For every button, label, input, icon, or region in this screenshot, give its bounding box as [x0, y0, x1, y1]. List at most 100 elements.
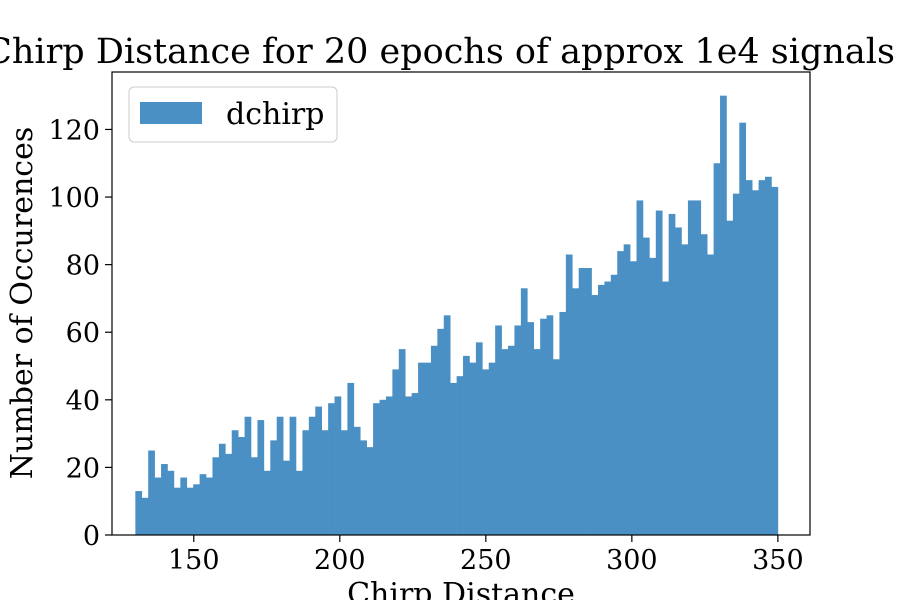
- histogram-bar: [180, 477, 188, 535]
- histogram-bar: [270, 440, 278, 535]
- histogram-bar: [765, 176, 772, 535]
- histogram-bar: [585, 268, 592, 535]
- histogram-bar: [495, 325, 502, 535]
- histogram-bar: [302, 430, 310, 535]
- histogram-bar: [360, 440, 367, 535]
- y-axis-ticks: 0 20 40 60 80 100 120: [48, 115, 112, 552]
- histogram-bar: [546, 315, 554, 535]
- histogram-bar: [617, 251, 624, 535]
- histogram-bar: [553, 359, 560, 535]
- histogram-bar: [488, 362, 496, 535]
- chart-title: Chirp Distance for 20 epochs of approx 1…: [0, 32, 895, 72]
- histogram-bar: [745, 180, 753, 535]
- histogram-bar: [610, 274, 618, 535]
- histogram-bar: [141, 497, 149, 535]
- histogram-bar: [732, 193, 740, 535]
- histogram-bar: [135, 491, 143, 535]
- histogram-bar: [218, 443, 226, 535]
- histogram-bar: [225, 453, 233, 535]
- x-tick-label: 200: [314, 545, 366, 576]
- y-tick-label: 20: [66, 453, 100, 484]
- histogram-bar: [276, 416, 284, 535]
- plot-area-frame: [111, 71, 811, 536]
- histogram-bar: [514, 325, 522, 535]
- histogram-bar: [578, 268, 586, 535]
- histogram-bar: [340, 430, 348, 535]
- histogram-bar: [726, 220, 734, 535]
- histogram-bar: [623, 244, 631, 536]
- histogram-bar: [520, 288, 528, 535]
- histogram-bar: [251, 457, 258, 535]
- x-tick-label: 350: [752, 545, 804, 576]
- histogram-bar: [533, 349, 541, 535]
- histogram-bar: [540, 318, 547, 535]
- histogram-bar: [289, 416, 297, 535]
- x-tick-label: 250: [460, 545, 512, 576]
- x-tick-label: 150: [168, 545, 220, 576]
- histogram-bar: [405, 396, 412, 535]
- histogram-bar: [501, 349, 509, 535]
- histogram-bar: [321, 430, 329, 535]
- x-axis-ticks: 150 200 250 300 350: [168, 535, 804, 576]
- histogram-bar: [463, 355, 470, 535]
- histogram-bar: [411, 393, 419, 535]
- histogram-bar: [193, 484, 200, 535]
- histogram-bar: [424, 362, 432, 535]
- histogram-bar: [681, 244, 689, 536]
- histogram-bar: [527, 322, 535, 535]
- histogram-bar: [398, 349, 406, 535]
- histogram-bar: [508, 345, 515, 535]
- histogram-bar: [295, 470, 303, 535]
- histogram-bar: [244, 416, 252, 535]
- histogram-bar: [308, 416, 316, 535]
- histogram-bar: [167, 470, 175, 535]
- histogram-bar: [418, 362, 425, 535]
- histogram-bar: [572, 288, 579, 535]
- y-tick-label: 100: [48, 183, 100, 214]
- histogram-bar: [771, 186, 779, 535]
- histogram-bar: [173, 487, 181, 535]
- histogram-bar: [154, 477, 162, 535]
- histogram-bar: [475, 342, 483, 535]
- histogram-bar: [482, 369, 490, 535]
- histogram-bar: [591, 295, 599, 535]
- histogram-bar: [559, 311, 567, 535]
- histogram-bar: [231, 430, 239, 535]
- histogram-bar: [392, 369, 400, 535]
- histogram-bar: [199, 474, 207, 535]
- histogram-bar: [263, 470, 271, 535]
- histogram-bar: [366, 447, 374, 535]
- histogram-bar: [385, 396, 393, 535]
- histogram-bar: [758, 180, 766, 535]
- histogram-bar: [668, 213, 676, 535]
- histogram-bar: [675, 227, 682, 535]
- histogram-bar: [752, 190, 759, 535]
- legend: dchirp: [128, 86, 338, 143]
- histogram-bar: [450, 382, 457, 535]
- histogram-bar: [649, 257, 657, 535]
- y-tick-label: 80: [66, 251, 100, 282]
- histogram-bar: [315, 406, 322, 535]
- histogram-bar: [186, 487, 194, 535]
- histogram-bar: [456, 376, 464, 535]
- histogram-bars: [135, 95, 779, 536]
- y-tick-label: 120: [48, 115, 100, 146]
- histogram-bar: [373, 403, 380, 535]
- x-axis-label: Chirp Distance: [347, 577, 575, 600]
- legend-box: [128, 86, 338, 143]
- histogram-bar: [283, 460, 290, 535]
- y-tick-label: 60: [66, 318, 100, 349]
- histogram-bar: [720, 95, 727, 535]
- histogram-bar: [430, 345, 438, 535]
- histogram-bar: [238, 436, 245, 535]
- histogram-bar: [347, 382, 355, 535]
- y-axis-label: Number of Occurences: [5, 127, 40, 479]
- histogram-bar: [565, 254, 573, 535]
- histogram-bar: [212, 457, 220, 535]
- histogram-bar: [713, 163, 721, 535]
- y-tick-label: 40: [66, 386, 100, 417]
- histogram-bar: [443, 315, 451, 535]
- histogram-bar: [700, 234, 708, 535]
- histogram-bar: [148, 450, 155, 535]
